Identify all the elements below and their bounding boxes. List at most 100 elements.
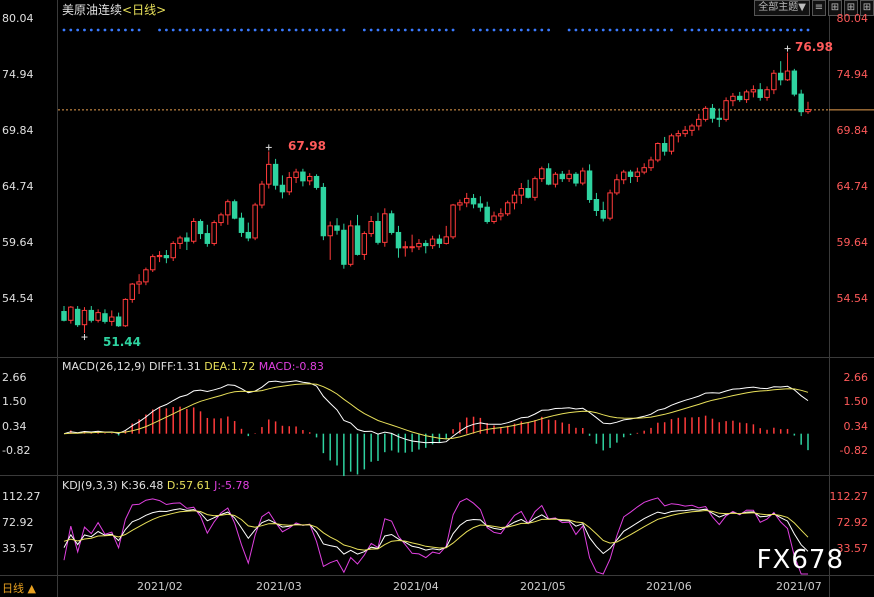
list-icon[interactable]: ≡ xyxy=(812,0,826,16)
signal-dot xyxy=(110,28,114,32)
candle-body xyxy=(463,197,470,204)
grid-icon[interactable]: ⊞ xyxy=(844,0,858,16)
right-axis-divider xyxy=(829,0,830,597)
candle-body xyxy=(409,246,415,249)
signal-dot xyxy=(492,28,496,32)
candle-body xyxy=(443,236,449,244)
date-tick: 2021/06 xyxy=(646,580,692,593)
signal-dot xyxy=(185,28,189,32)
signal-dot xyxy=(799,28,803,32)
candle-body xyxy=(627,171,634,177)
kdj-j-value: J:-5.78 xyxy=(214,479,250,492)
candle-body xyxy=(586,170,593,201)
signal-dot xyxy=(506,28,510,32)
candle-body xyxy=(750,89,757,93)
candle-body xyxy=(150,256,156,271)
kdj-tick-left: 33.57 xyxy=(2,542,34,555)
signal-dot xyxy=(772,28,776,32)
signal-dot xyxy=(410,28,414,32)
candle-body xyxy=(245,231,252,239)
signal-dot xyxy=(697,28,701,32)
candle-body xyxy=(197,220,204,235)
candle-body xyxy=(388,213,395,233)
signal-dot xyxy=(786,28,789,32)
macd-tick-left: 1.50 xyxy=(2,395,27,408)
candle-body xyxy=(88,309,95,321)
date-tick: 2021/02 xyxy=(137,580,183,593)
candle-body xyxy=(327,225,333,237)
grid-icon[interactable]: ⊞ xyxy=(828,0,842,16)
price-tick-right: 59.64 xyxy=(836,236,869,249)
candle-body xyxy=(484,206,490,222)
signal-dot xyxy=(513,28,516,32)
signal-dot xyxy=(690,28,694,32)
candle-body xyxy=(143,269,149,283)
signal-dot xyxy=(171,28,175,32)
signal-dot xyxy=(321,28,325,32)
candle-body xyxy=(470,197,477,205)
candle-body xyxy=(368,220,374,235)
macd-tick-right: 1.50 xyxy=(843,395,869,408)
signal-dot xyxy=(731,28,735,32)
signal-dot xyxy=(124,28,127,32)
kdj-name: KDJ(9,3,3) xyxy=(62,479,118,492)
signal-dot xyxy=(267,28,271,32)
candle-body xyxy=(81,309,88,326)
signal-dot xyxy=(683,28,687,32)
signal-dot xyxy=(574,28,578,32)
signal-dot xyxy=(765,28,769,32)
signal-dot xyxy=(137,28,141,32)
signal-dot xyxy=(117,28,121,32)
signal-dot xyxy=(226,28,230,32)
price-tick-left: 74.94 xyxy=(2,68,34,81)
period-selector-button[interactable]: 日线 ▲ xyxy=(2,582,36,595)
signal-dot xyxy=(451,28,455,32)
signal-dot xyxy=(540,28,544,32)
signal-dot xyxy=(281,28,284,32)
price-tick-left: 54.54 xyxy=(2,292,34,305)
signal-dot xyxy=(567,28,571,32)
signal-dot xyxy=(431,28,434,32)
signal-dot xyxy=(287,28,291,32)
signal-dot xyxy=(779,28,783,32)
candle-body xyxy=(115,316,122,327)
kdj-tick-right: 112.27 xyxy=(829,490,869,503)
candle-body xyxy=(95,312,101,321)
candle-body xyxy=(532,178,538,198)
macd-tick-right: 0.34 xyxy=(843,420,869,433)
candle-body xyxy=(177,237,183,244)
signal-dot xyxy=(62,28,66,32)
candle-body xyxy=(272,163,279,186)
candle-body xyxy=(129,283,135,300)
signal-dot xyxy=(806,28,810,32)
signal-dot xyxy=(670,28,673,32)
candle-body xyxy=(307,175,313,182)
signal-dot xyxy=(199,28,202,32)
candle-body xyxy=(566,173,572,180)
candle-body xyxy=(525,188,531,198)
high-annotation: 67.98 xyxy=(288,139,326,153)
candle-body xyxy=(620,171,627,181)
candle-body xyxy=(286,177,292,193)
signal-dot xyxy=(595,28,598,32)
candle-body xyxy=(600,209,606,219)
candle-body xyxy=(491,215,497,222)
candle-body xyxy=(511,194,518,204)
candle-body xyxy=(204,233,211,244)
candle-body xyxy=(723,100,729,120)
candle-body xyxy=(211,222,217,244)
candle-body xyxy=(661,143,668,152)
candle-body xyxy=(682,129,688,135)
candle-body xyxy=(190,220,197,242)
candle-body xyxy=(347,225,354,265)
theme-dropdown[interactable]: 全部主题▼ xyxy=(754,0,810,16)
candle-body xyxy=(504,202,511,215)
candle-body xyxy=(696,118,702,127)
candle-body xyxy=(354,225,361,255)
macd-tick-left: 2.66 xyxy=(2,371,27,384)
signal-dot xyxy=(588,28,591,32)
candle-body xyxy=(238,217,245,233)
kdj-d-line xyxy=(63,509,809,551)
signal-dot xyxy=(219,28,223,32)
